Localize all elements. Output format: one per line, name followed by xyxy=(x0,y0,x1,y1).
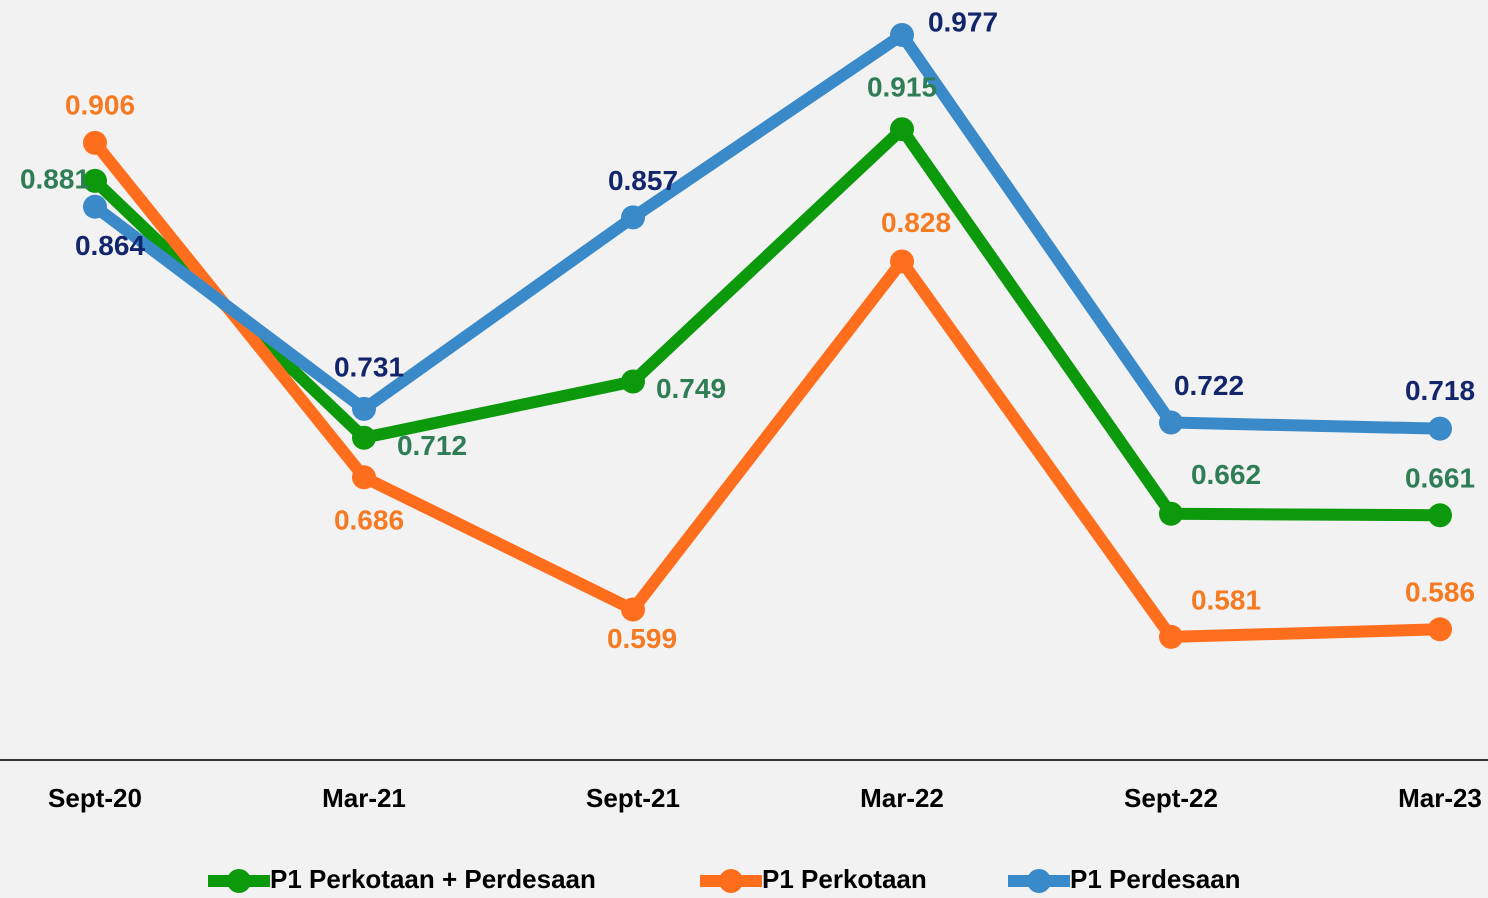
x-tick-label: Mar-21 xyxy=(322,783,406,813)
series-line xyxy=(90,123,1441,522)
point xyxy=(352,465,376,490)
data-label: 0.864 xyxy=(75,230,145,261)
point xyxy=(83,168,107,193)
legend-marker xyxy=(1027,869,1051,893)
point xyxy=(890,22,914,47)
point xyxy=(1428,503,1452,528)
legend-marker xyxy=(227,869,251,893)
point xyxy=(621,597,645,622)
point xyxy=(1428,617,1452,642)
data-label: 0.722 xyxy=(1174,370,1244,401)
series-line xyxy=(90,139,1441,643)
point xyxy=(83,194,107,219)
data-label: 0.718 xyxy=(1405,375,1475,406)
x-tick-label: Mar-22 xyxy=(860,783,944,813)
series-line xyxy=(91,28,1441,435)
data-label: 0.906 xyxy=(65,89,135,120)
x-tick-label: Sept-21 xyxy=(586,783,680,813)
x-tick-label: Sept-20 xyxy=(48,783,142,813)
data-label: 0.586 xyxy=(1405,577,1475,608)
legend-label: P1 Perdesaan xyxy=(1070,864,1241,894)
point xyxy=(1159,410,1183,435)
data-label: 0.661 xyxy=(1405,463,1475,494)
legend-marker xyxy=(719,869,743,893)
x-tick-label: Mar-23 xyxy=(1398,783,1482,813)
data-label: 0.977 xyxy=(928,6,998,37)
x-tick-label: Sept-22 xyxy=(1124,783,1218,813)
point xyxy=(352,396,376,421)
data-label: 0.662 xyxy=(1191,459,1261,490)
point xyxy=(621,369,645,394)
data-label: 0.731 xyxy=(334,351,404,382)
legend-label: P1 Perkotaan xyxy=(762,864,927,894)
point xyxy=(890,249,914,274)
data-label: 0.581 xyxy=(1191,584,1261,615)
data-label: 0.828 xyxy=(881,207,951,238)
point xyxy=(352,425,376,450)
data-label: 0.915 xyxy=(867,72,937,103)
point xyxy=(1159,624,1183,649)
point xyxy=(621,205,645,230)
data-label: 0.857 xyxy=(608,165,678,196)
data-label: 0.712 xyxy=(397,430,467,461)
point xyxy=(1428,416,1452,441)
data-label: 0.599 xyxy=(607,623,677,654)
point xyxy=(1159,501,1183,526)
data-label: 0.881 xyxy=(20,163,90,194)
data-label: 0.749 xyxy=(656,373,726,404)
point xyxy=(890,117,914,142)
legend-label: P1 Perkotaan + Perdesaan xyxy=(270,864,596,894)
point xyxy=(83,130,107,155)
data-label: 0.686 xyxy=(334,505,404,536)
